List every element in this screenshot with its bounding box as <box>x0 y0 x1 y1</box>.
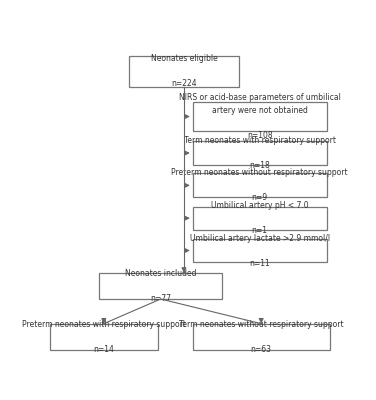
Text: Neonates eligible

n=224: Neonates eligible n=224 <box>150 54 217 88</box>
FancyBboxPatch shape <box>193 207 327 230</box>
FancyBboxPatch shape <box>99 273 222 299</box>
Text: Umbilical artery lactate >2.9 mmol/l

n=11: Umbilical artery lactate >2.9 mmol/l n=1… <box>190 234 330 268</box>
Text: Term neonates with respiratory support

n=18: Term neonates with respiratory support n… <box>184 136 336 170</box>
FancyBboxPatch shape <box>193 239 327 262</box>
Text: Preterm neonates without respiratory support

n=9: Preterm neonates without respiratory sup… <box>171 168 348 202</box>
Text: Neonates included

n=77: Neonates included n=77 <box>125 269 196 303</box>
Text: Preterm neonates with respiratory support

n=14: Preterm neonates with respiratory suppor… <box>22 320 186 354</box>
Text: Umbilical artery pH < 7.0

n=1: Umbilical artery pH < 7.0 n=1 <box>211 201 309 235</box>
FancyBboxPatch shape <box>193 324 330 350</box>
FancyBboxPatch shape <box>50 324 158 350</box>
FancyBboxPatch shape <box>193 173 327 197</box>
FancyBboxPatch shape <box>193 102 327 131</box>
Text: Term neonates without respiratory support

n=63: Term neonates without respiratory suppor… <box>179 320 344 354</box>
Text: NIRS or acid-base parameters of umbilical
artery were not obtained

n=108: NIRS or acid-base parameters of umbilica… <box>179 93 341 140</box>
FancyBboxPatch shape <box>193 141 327 165</box>
FancyBboxPatch shape <box>129 56 240 86</box>
